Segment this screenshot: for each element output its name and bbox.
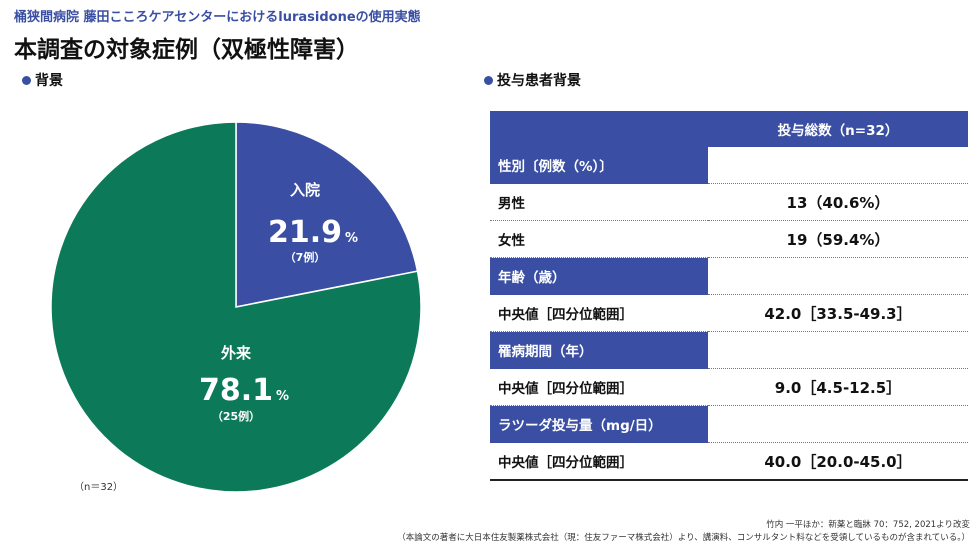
section-label-text: 投与患者背景 <box>497 73 581 89</box>
table-row: 中央値［四分位範囲］ 9.0［4.5-12.5］ <box>490 368 968 406</box>
table-row: 女性 19（59.4%） <box>490 220 968 258</box>
table-header-row: 投与総数（n=32） <box>490 111 968 147</box>
bullet-icon <box>484 75 493 85</box>
section-label-text: 背景 <box>35 73 63 89</box>
table-row: 男性 13（40.6%） <box>490 183 968 221</box>
section-label-patients: 投与患者背景 <box>484 70 581 90</box>
row-value-duration-median: 9.0［4.5-12.5］ <box>708 368 968 406</box>
table-category-row: 年齢（歳） <box>490 257 968 295</box>
inpatient-count: （7例） <box>285 250 326 264</box>
outpatient-count: （25例） <box>212 409 260 423</box>
outpatient-label: 外来 <box>220 344 252 362</box>
category-age: 年齢（歳） <box>490 257 708 295</box>
footnote-disclosure: （本論文の著者に大日本住友製薬株式会社（現：住友ファーマ株式会社）より、講演料、… <box>397 533 970 543</box>
row-value-age-median: 42.0［33.5-49.3］ <box>708 294 968 332</box>
row-label-male: 男性 <box>490 183 708 221</box>
table-row: 中央値［四分位範囲］ 42.0［33.5-49.3］ <box>490 294 968 332</box>
bullet-icon <box>22 75 31 85</box>
sample-size-note: （n＝32） <box>74 482 124 493</box>
table-category-row: 罹病期間（年） <box>490 331 968 369</box>
pie-chart: 入院 21.9% （7例） 外来 78.1% （25例） <box>50 121 422 493</box>
category-sex: 性別〔例数（%）〕 <box>490 147 708 184</box>
inpatient-label: 入院 <box>290 181 320 199</box>
outpatient-percent: 78.1 <box>199 373 273 408</box>
inpatient-percent-group: 21.9% <box>268 215 358 250</box>
outpatient-percent-group: 78.1% <box>199 373 289 408</box>
footnote-citation: 竹内 一平ほか：新薬と臨牀 70：752, 2021より改変 <box>766 520 970 530</box>
outpatient-percent-unit: % <box>276 389 289 404</box>
row-label-dose-median: 中央値［四分位範囲］ <box>490 442 708 481</box>
row-label-female: 女性 <box>490 220 708 258</box>
category-blank <box>708 331 968 369</box>
table-category-row: 性別〔例数（%）〕 <box>490 147 968 184</box>
category-blank <box>708 405 968 443</box>
category-dose: ラツーダ投与量（mg/日） <box>490 405 708 443</box>
category-duration: 罹病期間（年） <box>490 331 708 369</box>
pie-slice-inpatient <box>235 121 419 308</box>
table-header-blank <box>490 111 708 147</box>
row-value-female: 19（59.4%） <box>708 220 968 258</box>
table-row: 中央値［四分位範囲］ 40.0［20.0-45.0］ <box>490 442 968 481</box>
row-label-duration-median: 中央値［四分位範囲］ <box>490 368 708 406</box>
row-value-dose-median: 40.0［20.0-45.0］ <box>708 442 968 481</box>
table-category-row: ラツーダ投与量（mg/日） <box>490 405 968 443</box>
row-value-male: 13（40.6%） <box>708 183 968 221</box>
page-title: 本調査の対象症例（双極性障害） <box>14 37 359 63</box>
category-blank <box>708 257 968 295</box>
patient-background-table: 投与総数（n=32） 性別〔例数（%）〕 男性 13（40.6%） 女性 19（… <box>490 111 968 481</box>
row-label-age-median: 中央値［四分位範囲］ <box>490 294 708 332</box>
category-blank <box>708 147 968 184</box>
page-subtitle: 桶狭間病院 藤田こころケアセンターにおけるlurasidoneの使用実態 <box>14 10 421 25</box>
table-header-total: 投与総数（n=32） <box>708 111 968 147</box>
section-label-background: 背景 <box>22 70 63 90</box>
inpatient-percent-unit: % <box>345 231 358 246</box>
pie-slice-outpatient <box>50 121 422 493</box>
inpatient-percent: 21.9 <box>268 215 342 250</box>
